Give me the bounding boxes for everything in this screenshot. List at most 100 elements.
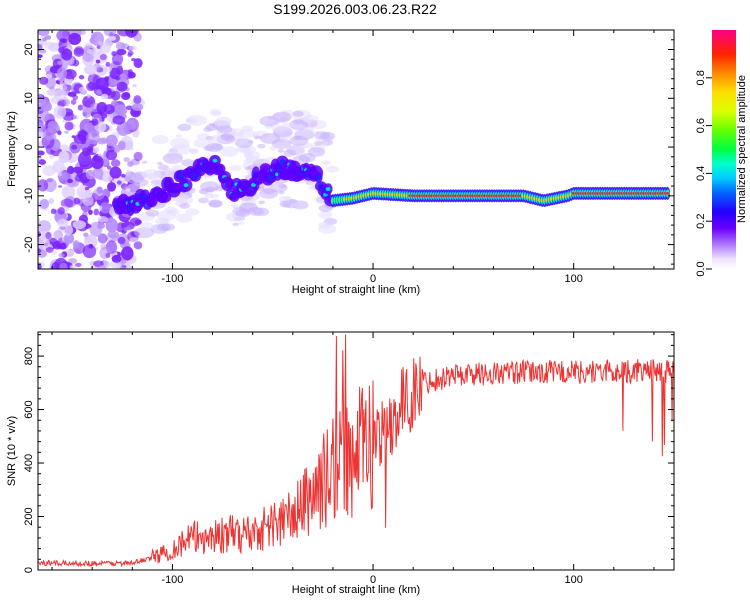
spectrogram-ridge-blob [183,183,189,188]
spectrogram-noise-blob [105,252,111,258]
spectrogram-noise-blob [63,224,74,236]
spectrogram-noise-blob [321,160,331,166]
spectrogram-noise-blob [117,236,126,244]
spectrogram-noise-blob [166,208,180,216]
spectrogram-ridge-blob [161,194,168,201]
spectrogram-noise-blob [38,159,47,166]
spectrogram-noise-blob [56,30,71,42]
spectrogram-noise-blob [47,120,59,134]
spectrogram-noise-blob [38,54,43,59]
spectrogram-noise-blob [82,244,97,259]
spectrogram-noise-blob [234,138,253,148]
spectrogram-noise-blob [88,243,94,249]
spectrogram-noise-blob [208,123,216,127]
spectrogram-noise-blob [38,122,46,132]
colorbar-ticks: 0.0 0.2 0.4 0.6 0.8 [695,70,712,277]
spectrogram-noise-blob [113,144,121,153]
colorbar-tick-label: 0.8 [695,70,707,85]
spectrogram-x-tick-label: -100 [161,273,183,285]
spectrogram-noise-blob [156,161,163,166]
spectrogram-noise-blob [91,118,99,126]
spectrogram-noise-blob [56,67,68,80]
spectrogram-x-label: Height of straight line (km) [292,284,420,296]
spectrogram-noise-blob [159,218,169,225]
spectrogram-noise-blob [121,246,134,261]
spectrogram-noise-blob [186,114,208,127]
spectrogram-noise-blob [115,41,126,51]
spectrogram-noise-blob [96,265,107,269]
spectrogram-noise-blob [92,188,105,201]
spectrogram-noise-blob [84,64,97,75]
spectrogram-noise-blob [253,135,261,140]
spectrogram-noise-blob [258,200,266,205]
snr-x-label: Height of straight line (km) [292,584,420,596]
snr-y-tick-label: 600 [23,400,35,418]
spectrogram-noise-blob [121,173,126,178]
spectrogram-noise-blob [38,179,49,192]
spectrogram-noise-blob [43,102,53,112]
spectrogram-ridge-blob [665,191,670,195]
spectrogram-noise-blob [116,127,121,132]
spectrogram-ridge-blob [149,196,156,203]
spectrogram-noise-blob [123,157,130,163]
spectrogram-noise-blob [114,75,121,81]
spectrogram-noise-blob [78,75,85,80]
spectrogram-noise-blob [57,60,63,65]
spectrogram-noise-blob [282,122,292,128]
spectrogram-noise-blob [70,99,77,105]
spectrogram-noise-blob [132,84,137,88]
spectrogram-noise-blob [104,66,113,73]
colorbar-tick-label: 0.0 [695,261,707,276]
spectrogram-noise-blob [158,170,179,181]
spectrogram-noise-blob [42,37,47,42]
colorbar-tick-label: 0.6 [695,118,707,133]
spectrogram-noise-blob [316,198,326,204]
spectrogram-noise-blob [167,150,175,155]
spectrogram-noise-blob [259,132,281,144]
spectrogram-noise-blob [231,203,239,208]
spectrogram-noise-blob [89,48,102,56]
spectrogram-y-label: Frequency (Hz) [6,111,18,187]
spectrogram-noise-blob [92,146,100,154]
chart-title: S199.2026.003.06.23.R22 [273,1,437,17]
spectrogram-noise-blob [133,95,142,105]
spectrogram-noise-blob [112,52,124,66]
spectrogram-noise-blob [292,110,304,117]
spectrogram-noise-blob [99,54,107,61]
spectrogram-noise-blob [53,105,67,119]
spectrogram-noise-blob [106,219,113,224]
spectrogram-noise-blob [229,128,245,137]
spectrogram-noise-blob [50,208,57,215]
colorbar-label: Normalized spectral amplitude [736,75,748,223]
spectrogram-noise-blob [124,30,138,38]
spectrogram-noise-blob [318,211,333,219]
spectrogram-noise-blob [58,185,63,188]
spectrogram-y-tick-label: 10 [23,92,35,104]
spectrogram-noise-blob [69,264,76,269]
spectrogram-ridge-blob [178,172,185,179]
spectrogram-noise-blob [65,79,70,85]
spectrogram-noise-blob [72,220,87,230]
spectrogram-noise-blob [78,151,92,167]
snr-y-tick-label: 200 [23,507,35,525]
spectrogram-noise-blob [241,125,253,132]
spectrogram-noise-blob [184,118,193,123]
spectrogram-noise-blob [92,167,104,180]
spectrogram-noise-blob [141,160,148,164]
spectrogram-noise-blob [277,149,285,153]
spectrogram-noise-blob [107,231,120,239]
snr-x-tick-label: 0 [370,574,376,586]
spectrogram-noise-blob [131,103,144,111]
spectrogram-noise-blob [57,206,65,215]
spectrogram-noise-blob [83,232,89,237]
spectrogram-noise-blob [326,165,340,173]
spectrogram-noise-blob [87,145,94,153]
spectrogram-noise-blob [45,231,52,240]
spectrogram-noise-blob [85,169,95,180]
snr-x-tick-label: -100 [161,574,183,586]
spectrogram-noise-blob [82,194,94,207]
spectrogram-noise-blob [133,151,143,162]
spectrogram-noise-blob [318,223,337,234]
spectrogram-noise-blob [61,185,76,199]
spectrogram-noise-blob [119,73,127,83]
